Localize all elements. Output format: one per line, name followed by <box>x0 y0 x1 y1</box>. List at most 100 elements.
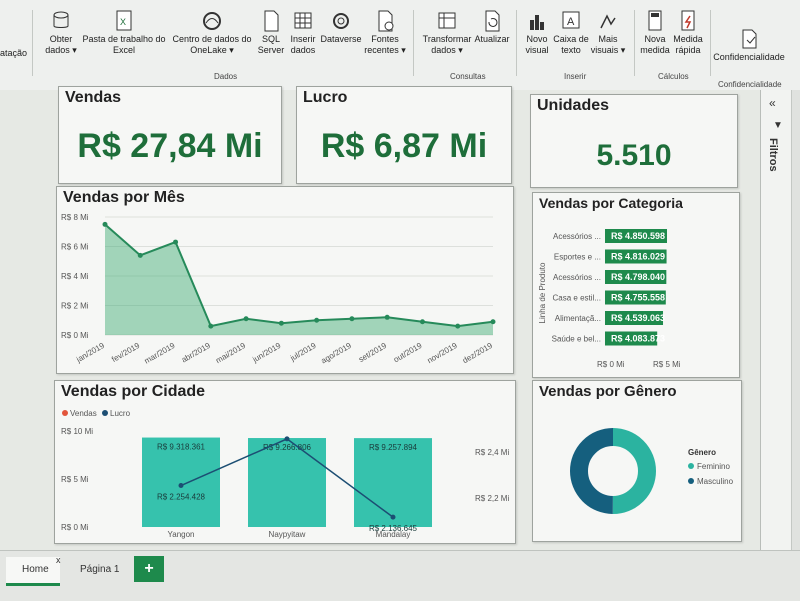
x-tick-label: ago/2019 <box>320 341 354 366</box>
novo-visual-button[interactable]: Novo visual <box>522 10 552 56</box>
kpi-vendas-card[interactable]: Vendas R$ 27,84 Mi <box>58 86 282 184</box>
svg-text:A: A <box>567 16 575 28</box>
data-point <box>455 323 461 329</box>
city-bar <box>142 437 220 527</box>
refresh-icon <box>482 10 502 32</box>
fontes-recentes-button[interactable]: Fontes recentes ▾ <box>363 10 407 56</box>
area-fill <box>105 224 493 335</box>
group-inserir-label: Inserir <box>564 72 587 81</box>
page-tabs-bar: Home x Página 1 + <box>0 550 800 601</box>
bar-data-label: R$ 9.266.806 <box>263 443 312 452</box>
legend-marker <box>62 410 68 416</box>
vendas-por-genero-card[interactable]: Vendas por Gênero Gênero Feminino Masculin… <box>532 380 742 542</box>
x-tick-label: set/2019 <box>357 341 389 364</box>
vendas-por-categoria-title: Vendas por Categoria <box>539 195 683 211</box>
y-tick-label: R$ 4 Mi <box>61 272 89 281</box>
sensitivity-icon <box>739 28 759 50</box>
data-point <box>314 317 320 323</box>
visualizations-pane-edge[interactable] <box>791 90 800 550</box>
city-bar <box>354 438 432 527</box>
quick-measure-icon <box>678 10 698 32</box>
x-tick-label: nov/2019 <box>426 341 459 366</box>
database-icon <box>51 10 71 32</box>
transformar-dados-button[interactable]: Transformar dados ▾ <box>420 10 474 56</box>
report-canvas: Vendas R$ 27,84 Mi Lucro R$ 6,87 Mi Unid… <box>0 86 760 550</box>
legend-label: Vendas <box>70 409 97 418</box>
group-confidencialidade-label: Confidencialidade <box>718 80 782 89</box>
inserir-dados-button[interactable]: Inserir dados <box>287 10 319 56</box>
obter-dados-button[interactable]: Obter dados ▾ <box>42 10 80 56</box>
group-consultas-label: Consultas <box>450 72 486 81</box>
onelake-button[interactable]: Centro de dados do OneLake ▾ <box>168 10 256 56</box>
vendas-por-cidade-chart: Vendas Lucro R$ 0 Mi R$ 5 Mi R$ 10 Mi R$ 2,2 … <box>61 409 509 539</box>
table-icon <box>293 10 313 32</box>
add-page-button[interactable]: + <box>134 556 164 582</box>
y-axis-title: Linha de Produto <box>538 262 547 323</box>
excel-icon: X <box>114 10 134 32</box>
vendas-por-mes-card[interactable]: Vendas por Mês R$ 0 Mi R$ 2 Mi R$ 4 Mi R$ 6… <box>56 186 514 374</box>
legend-marker <box>102 410 108 416</box>
tab-home-close-icon[interactable]: x <box>56 555 61 565</box>
category-label: Acessórios ... <box>553 232 601 241</box>
x-tick-label: jan/2019 <box>74 341 106 365</box>
vendas-por-cidade-card[interactable]: Vendas por Cidade Vendas Lucro R$ 0 Mi R$ 5… <box>54 380 516 544</box>
dataverse-icon <box>331 10 351 32</box>
mais-visuais-button[interactable]: Mais visuais ▾ <box>590 10 626 56</box>
kpi-vendas-title: Vendas <box>65 89 122 106</box>
collapse-chevron-icon[interactable]: « <box>769 96 776 110</box>
legend-title: Gênero <box>688 448 716 457</box>
bar-chart-icon <box>527 10 547 32</box>
legend-label: Masculino <box>697 477 734 486</box>
data-point <box>173 239 179 245</box>
category-bar <box>605 311 664 325</box>
kpi-unidades-value: 5.510 <box>596 139 672 172</box>
atualizar-button[interactable]: Atualizar <box>474 10 510 45</box>
bar-data-label: R$ 9.318.361 <box>157 443 206 452</box>
caixa-texto-button[interactable]: A Caixa de texto <box>552 10 590 56</box>
x-tick-label: abr/2019 <box>180 341 212 365</box>
x-tick-label: Naypyitaw <box>269 530 306 539</box>
medida-rapida-button[interactable]: Medida rápida <box>672 10 704 56</box>
category-bar <box>605 331 658 346</box>
lucro-point <box>390 514 396 520</box>
data-point <box>278 320 284 326</box>
series-line <box>104 223 494 328</box>
category-label: Acessórios ... <box>553 273 601 282</box>
y2-tick-label: R$ 2,4 Mi <box>475 448 509 457</box>
dataverse-button[interactable]: Dataverse <box>319 10 363 45</box>
ribbon: atação Obter dados ▾ X Pasta de trabalho … <box>0 0 800 91</box>
ribbon-cut-label: atação <box>0 48 28 58</box>
data-point <box>208 323 214 329</box>
filters-pane[interactable]: « ▼ Filtros <box>760 90 800 550</box>
kpi-lucro-value: R$ 6,87 Mi <box>320 127 488 165</box>
bar-data-label: R$ 4.850.598 <box>611 231 665 241</box>
filters-pane-label[interactable]: Filtros <box>767 138 779 172</box>
category-bar <box>605 290 666 305</box>
group-dados-label: Dados <box>214 72 238 81</box>
bar-data-label: R$ 4.083.873 <box>611 334 665 344</box>
kpi-unidades-card[interactable]: Unidades 5.510 <box>530 94 738 188</box>
bar-data-label: R$ 4.798.040 <box>611 272 665 282</box>
tab-home[interactable]: Home <box>6 557 60 586</box>
group-calculos-label: Cálculos <box>658 72 689 81</box>
kpi-unidades-title: Unidades <box>537 97 610 114</box>
excel-workbook-button[interactable]: X Pasta de trabalho do Excel <box>80 10 168 56</box>
kpi-lucro-card[interactable]: Lucro R$ 6,87 Mi <box>296 86 512 184</box>
bar-data-label: R$ 4.755.558 <box>611 293 665 303</box>
calculator-icon <box>645 10 665 32</box>
document-icon <box>261 10 281 32</box>
vendas-por-mes-title: Vendas por Mês <box>63 189 185 206</box>
y-tick-label: R$ 8 Mi <box>61 213 89 222</box>
y-tick-label: R$ 5 Mi <box>61 475 89 484</box>
city-bar <box>248 438 326 527</box>
x-tick-label: mai/2019 <box>214 341 247 366</box>
confidencialidade-button[interactable]: Confidencialidade <box>712 28 786 63</box>
vendas-por-categoria-chart: Linha de Produto Acessórios ... R$ 4.850.5… <box>538 229 681 369</box>
legend-marker <box>688 478 694 484</box>
vendas-por-categoria-card[interactable]: Vendas por Categoria Linha de Produto Ace… <box>532 192 740 378</box>
bar-data-label: R$ 4.816.029 <box>611 252 665 262</box>
data-point <box>102 221 108 227</box>
nova-medida-button[interactable]: Nova medida <box>638 10 672 56</box>
tab-pagina-1[interactable]: Página 1 <box>80 564 120 575</box>
sql-server-button[interactable]: SQL Server <box>256 10 286 56</box>
